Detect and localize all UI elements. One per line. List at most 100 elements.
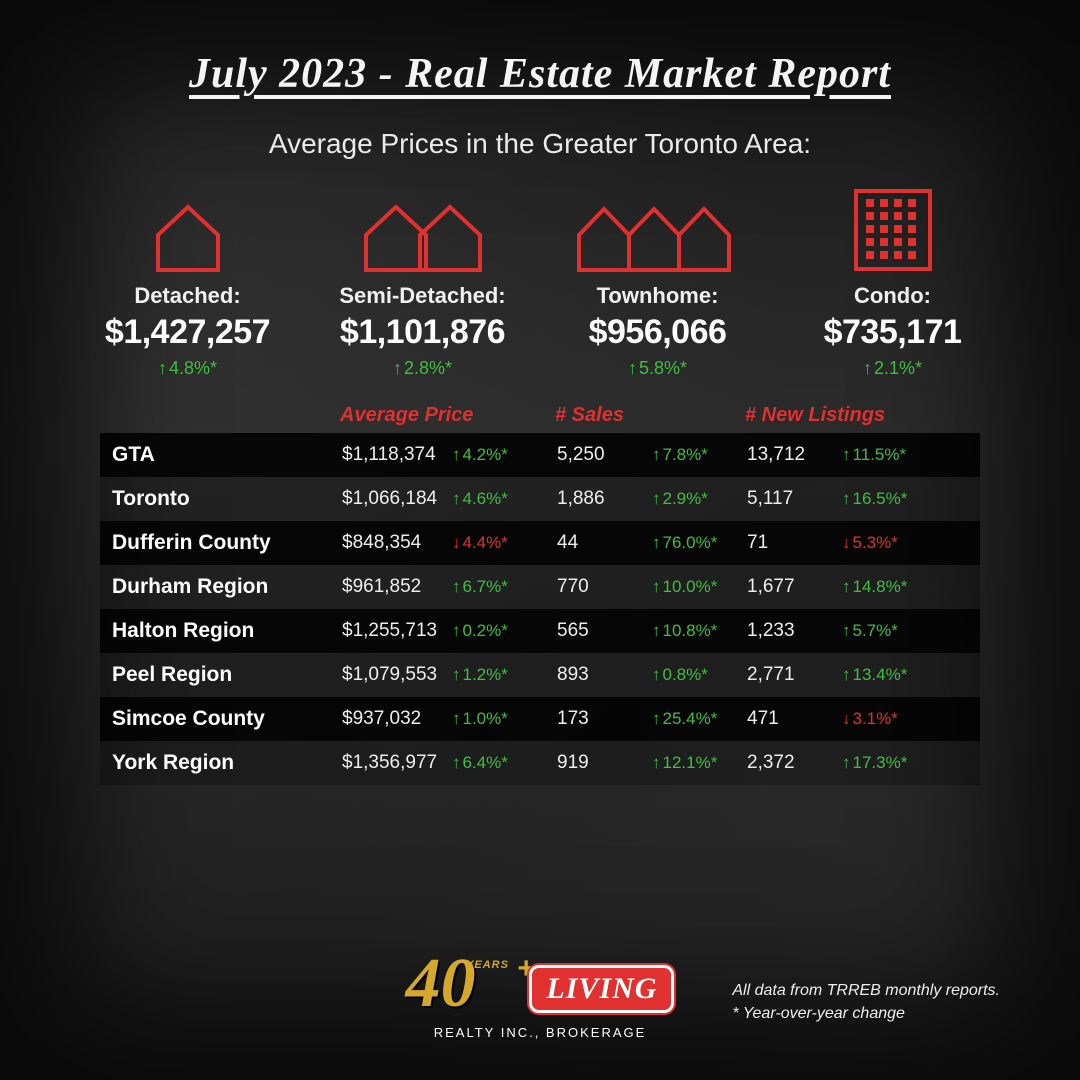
cell-price: $937,032 — [342, 708, 452, 730]
up-arrow-icon: ↑ — [652, 621, 661, 640]
cell-price: $848,354 — [342, 532, 452, 554]
semi-icon — [305, 185, 540, 275]
cell-change: ↑17.3%* — [842, 753, 937, 773]
type-price: $1,101,876 — [305, 313, 540, 352]
property-type: Townhome: $956,066 ↑5.8%* — [540, 185, 775, 379]
disclaimer-line-1: All data from TRREB monthly reports. — [732, 980, 1000, 1002]
table-row: GTA$1,118,374↑4.2%*5,250↑7.8%*13,712↑11.… — [100, 433, 980, 477]
cell-listings: 5,117 — [747, 488, 842, 510]
cell-price: $961,852 — [342, 576, 452, 598]
up-arrow-icon: ↑ — [842, 489, 851, 508]
logo-tagline: REALTY INC., BROKERAGE — [406, 1025, 675, 1040]
table-row: Simcoe County$937,032↑1.0%*173↑25.4%*471… — [100, 697, 980, 741]
property-type: Semi-Detached: $1,101,876 ↑2.8%* — [305, 185, 540, 379]
cell-change: ↓4.4%* — [452, 533, 557, 553]
cell-price: $1,255,713 — [342, 620, 452, 642]
cell-change: ↑2.9%* — [652, 489, 747, 509]
type-price: $735,171 — [775, 313, 1010, 352]
table-row: Peel Region$1,079,553↑1.2%*893↑0.8%*2,77… — [100, 653, 980, 697]
up-arrow-icon: ↑ — [842, 621, 851, 640]
region-name: Dufferin County — [112, 531, 342, 555]
table-row: Halton Region$1,255,713↑0.2%*565↑10.8%*1… — [100, 609, 980, 653]
region-name: York Region — [112, 751, 342, 775]
disclaimer: All data from TRREB monthly reports. * Y… — [732, 980, 1000, 1025]
region-name: GTA — [112, 443, 342, 467]
up-arrow-icon: ↑ — [652, 445, 661, 464]
up-arrow-icon: ↑ — [652, 665, 661, 684]
up-arrow-icon: ↑ — [842, 753, 851, 772]
town-icon — [540, 185, 775, 275]
region-name: Simcoe County — [112, 707, 342, 731]
cell-change: ↑14.8%* — [842, 577, 937, 597]
report-subtitle: Average Prices in the Greater Toronto Ar… — [60, 128, 1020, 160]
up-arrow-icon: ↑ — [652, 753, 661, 772]
cell-listings: 471 — [747, 708, 842, 730]
cell-change: ↑1.2%* — [452, 665, 557, 685]
type-label: Condo: — [775, 283, 1010, 309]
type-price: $956,066 — [540, 313, 775, 352]
cell-change: ↑1.0%* — [452, 709, 557, 729]
type-change: ↑2.1%* — [775, 358, 1010, 379]
cell-change: ↓3.1%* — [842, 709, 937, 729]
up-arrow-icon: ↑ — [452, 577, 461, 596]
up-arrow-icon: ↑ — [393, 358, 402, 378]
cell-change: ↑76.0%* — [652, 533, 747, 553]
up-arrow-icon: ↑ — [842, 445, 851, 464]
up-arrow-icon: ↑ — [863, 358, 872, 378]
up-arrow-icon: ↑ — [842, 665, 851, 684]
cell-change: ↑7.8%* — [652, 445, 747, 465]
cell-sales: 5,250 — [557, 444, 652, 466]
up-arrow-icon: ↑ — [652, 709, 661, 728]
cell-sales: 893 — [557, 664, 652, 686]
disclaimer-line-2: * Year-over-year change — [732, 1003, 1000, 1025]
cell-price: $1,079,553 — [342, 664, 452, 686]
down-arrow-icon: ↓ — [842, 533, 851, 552]
cell-sales: 565 — [557, 620, 652, 642]
table-row: Toronto$1,066,184↑4.6%*1,886↑2.9%*5,117↑… — [100, 477, 980, 521]
cell-change: ↑11.5%* — [842, 445, 937, 465]
cell-change: ↑10.0%* — [652, 577, 747, 597]
report-title: July 2023 - Real Estate Market Report — [60, 50, 1020, 98]
type-label: Detached: — [70, 283, 305, 309]
type-label: Semi-Detached: — [305, 283, 540, 309]
condo-icon — [775, 185, 1010, 275]
region-name: Peel Region — [112, 663, 342, 687]
up-arrow-icon: ↑ — [652, 489, 661, 508]
cell-change: ↑13.4%* — [842, 665, 937, 685]
cell-change: ↑0.2%* — [452, 621, 557, 641]
property-types-row: Detached:$1,427,257↑4.8%*Semi-Detached:$… — [60, 185, 1020, 379]
cell-price: $1,066,184 — [342, 488, 452, 510]
cell-sales: 173 — [557, 708, 652, 730]
type-label: Townhome: — [540, 283, 775, 309]
cell-listings: 1,233 — [747, 620, 842, 642]
region-table: Average Price # Sales # New Listings GTA… — [60, 404, 1020, 785]
type-change: ↑5.8%* — [540, 358, 775, 379]
detached-icon — [70, 185, 305, 275]
region-name: Durham Region — [112, 575, 342, 599]
cell-change: ↓5.3%* — [842, 533, 937, 553]
up-arrow-icon: ↑ — [452, 445, 461, 464]
type-change: ↑4.8%* — [70, 358, 305, 379]
cell-change: ↑4.2%* — [452, 445, 557, 465]
cell-listings: 1,677 — [747, 576, 842, 598]
cell-sales: 1,886 — [557, 488, 652, 510]
region-name: Halton Region — [112, 619, 342, 643]
type-price: $1,427,257 — [70, 313, 305, 352]
property-type: Detached: $1,427,257 ↑4.8%* — [70, 185, 305, 379]
cell-change: ↑4.6%* — [452, 489, 557, 509]
cell-price: $1,356,977 — [342, 752, 452, 774]
brand-logo: 40 YEARS + LIVING REALTY INC., BROKERAGE — [406, 956, 675, 1040]
cell-change: ↑10.8%* — [652, 621, 747, 641]
up-arrow-icon: ↑ — [452, 709, 461, 728]
down-arrow-icon: ↓ — [452, 533, 461, 552]
cell-sales: 770 — [557, 576, 652, 598]
logo-years: YEARS — [466, 959, 509, 971]
header-avg-price: Average Price — [340, 404, 555, 427]
table-row: Durham Region$961,852↑6.7%*770↑10.0%*1,6… — [100, 565, 980, 609]
region-name: Toronto — [112, 487, 342, 511]
up-arrow-icon: ↑ — [452, 665, 461, 684]
up-arrow-icon: ↑ — [452, 753, 461, 772]
cell-change: ↑5.7%* — [842, 621, 937, 641]
type-change: ↑2.8%* — [305, 358, 540, 379]
header-sales: # Sales — [555, 404, 745, 427]
